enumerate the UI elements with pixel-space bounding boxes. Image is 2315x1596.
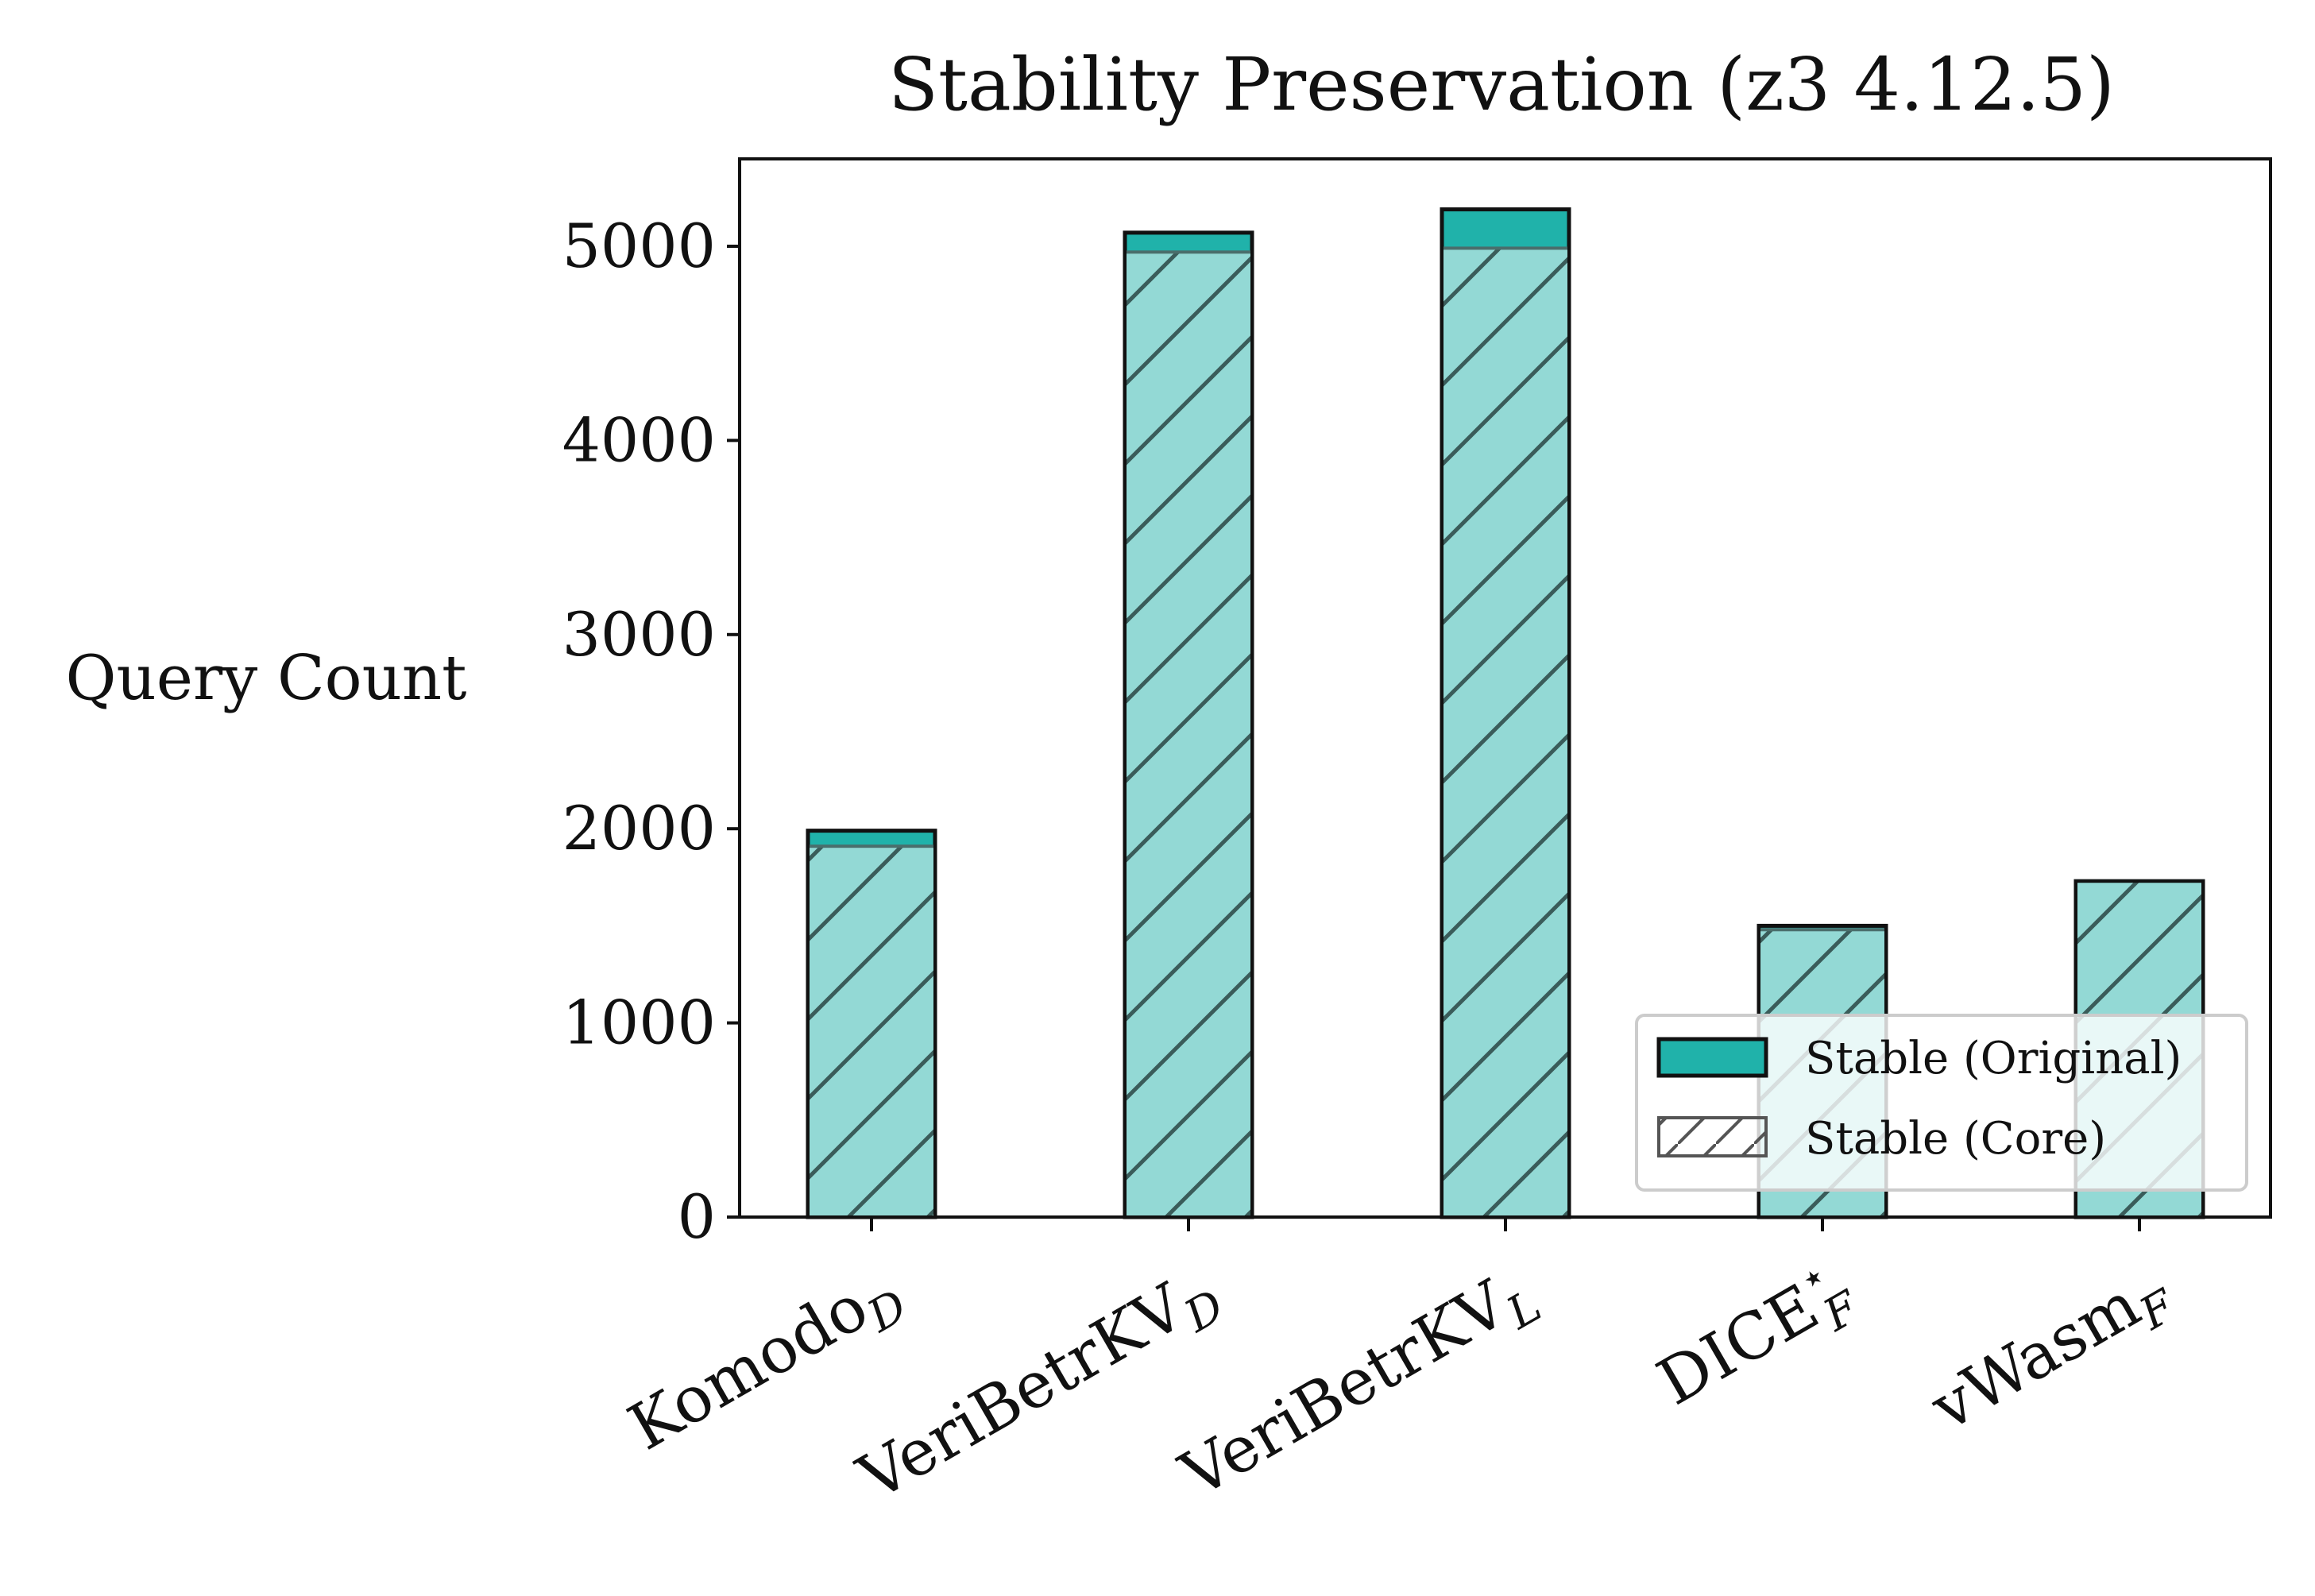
x-tick-label-base: vWasm [1919, 1267, 2152, 1445]
chart-title: Stability Preservation (z3 4.12.5) [888, 42, 2115, 127]
x-tick-label-text: DICE⋆F [1642, 1245, 1869, 1430]
y-axis-label: Query Count [66, 643, 467, 714]
y-tick-label: 1000 [562, 987, 716, 1058]
legend-label-original: Stable (Original) [1805, 1033, 2182, 1084]
legend-swatch-core [1657, 1116, 1768, 1157]
legend-swatch-original [1656, 1037, 1768, 1078]
bar-core-hatch-1 [1123, 250, 1254, 1219]
y-tick-label: 3000 [562, 599, 716, 670]
x-tick-label-4: vWasmF [1919, 1251, 2186, 1454]
x-tick-label-text: VeriBetrKVD [846, 1252, 1233, 1525]
legend: Stable (Original) Stable (Core) [1635, 1014, 2248, 1192]
legend-box [1635, 1014, 2248, 1192]
x-tick-label-base: DICE [1645, 1270, 1830, 1420]
x-tick-label-text: VeriBetrKVL [1168, 1252, 1550, 1521]
bar-core-hatch-2 [1440, 246, 1571, 1219]
y-axis: 0 1000 2000 3000 4000 5000 [562, 211, 740, 1252]
x-tick-label-base: VeriBetrKV [1168, 1266, 1520, 1512]
y-tick-label: 0 [678, 1181, 716, 1252]
x-tick-label-1: VeriBetrKVD [846, 1252, 1233, 1525]
x-tick-label-3: DICE⋆F [1642, 1245, 1869, 1430]
x-tick-label-base: Komodo [616, 1269, 880, 1464]
x-tick-label-text: vWasmF [1919, 1251, 2186, 1454]
x-tick-label-2: VeriBetrKVL [1168, 1252, 1550, 1521]
y-tick-label: 5000 [562, 211, 716, 281]
y-tick-label: 4000 [562, 404, 716, 475]
legend-label-core: Stable (Core) [1805, 1113, 2106, 1165]
plot-frame [738, 157, 2272, 1219]
y-tick-label: 2000 [562, 793, 716, 864]
bar-core-hatch-0 [806, 844, 937, 1219]
